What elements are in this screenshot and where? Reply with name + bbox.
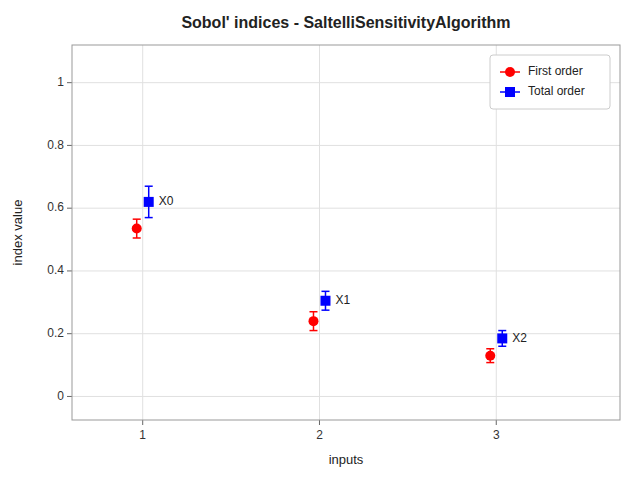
y-tick-label: 0.6: [47, 200, 64, 214]
legend-label: Total order: [528, 84, 585, 98]
error-cap: [498, 346, 506, 348]
error-cap: [145, 185, 153, 187]
point: [497, 333, 507, 343]
x-tick: [496, 420, 497, 425]
legend-marker: [505, 87, 515, 97]
point: [485, 351, 495, 361]
x-grid-line: [142, 45, 143, 420]
series: [132, 219, 496, 362]
title: Sobol' indices - SaltelliSensitivityAlgo…: [181, 14, 510, 31]
error-cap: [309, 311, 317, 313]
annotation: X2: [512, 331, 527, 345]
y-tick: [67, 208, 72, 209]
y-tick: [67, 270, 72, 271]
error-cap: [321, 309, 329, 311]
y-tick: [67, 396, 72, 397]
y-tick: [67, 145, 72, 146]
error-cap: [133, 218, 141, 220]
y-grid-line: [72, 270, 620, 271]
y-grid-line: [72, 145, 620, 146]
y-tick-label: 0: [57, 389, 64, 403]
error-bar: [309, 312, 317, 331]
y-grid-line: [72, 333, 620, 334]
error-cap: [486, 348, 494, 350]
error-cap: [486, 362, 494, 364]
error-cap: [309, 330, 317, 332]
y-tick-label: 0.8: [47, 138, 64, 152]
y-tick: [67, 82, 72, 83]
error-cap: [498, 330, 506, 332]
y-grid-line: [72, 396, 620, 397]
chart: 0 0.2 0.4 0.6 0.8 1 1 2 3 X0 X1 X2 Sobol' indices - …: [0, 0, 640, 480]
annotation: X1: [335, 293, 350, 307]
y-tick-label: 1: [57, 75, 64, 89]
x-tick: [142, 420, 143, 425]
plot-frame: [72, 45, 620, 420]
point: [132, 224, 142, 234]
error-bar: [486, 349, 494, 363]
x-tick-label: 2: [316, 428, 323, 442]
x-tick: [319, 420, 320, 425]
x-tick-label: 1: [139, 428, 146, 442]
legend-box: [490, 55, 610, 109]
y-grid-line: [72, 208, 620, 209]
grid: [72, 45, 620, 420]
error-cap: [133, 237, 141, 239]
error-bar: [145, 186, 153, 217]
error-bar: [321, 291, 329, 310]
point: [320, 296, 330, 306]
x-tick-label: 3: [493, 428, 500, 442]
y-tick: [67, 333, 72, 334]
y-tick-label: 0.2: [47, 326, 64, 340]
error-bar: [498, 331, 506, 347]
data: [132, 186, 508, 362]
x-axis-label: inputs: [329, 452, 364, 467]
point: [144, 197, 154, 207]
legend: First order Total order: [490, 55, 610, 109]
legend-label: First order: [528, 64, 583, 78]
point: [308, 316, 318, 326]
series: [144, 186, 508, 346]
y-axis-label: index value: [10, 200, 25, 266]
error-cap: [321, 291, 329, 293]
y-tick-label: 0.4: [47, 263, 64, 277]
x-grid-line: [319, 45, 320, 420]
error-cap: [145, 217, 153, 219]
annotation: X0: [159, 194, 174, 208]
error-bar: [133, 219, 141, 238]
legend-marker: [505, 67, 515, 77]
